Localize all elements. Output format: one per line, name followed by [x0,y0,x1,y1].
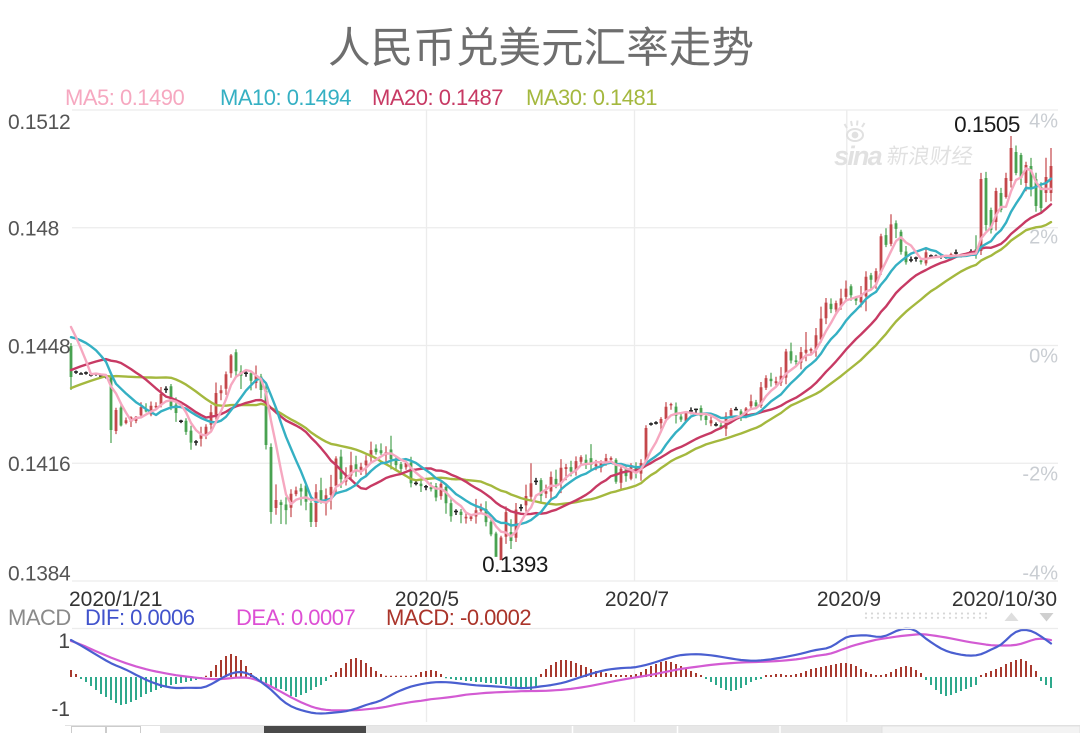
svg-text:1: 1 [58,630,70,653]
svg-text:0.148: 0.148 [8,218,59,241]
svg-text:2020/7: 2020/7 [605,588,669,611]
svg-text:4%: 4% [1029,111,1058,133]
svg-text:0.1448: 0.1448 [8,336,70,359]
svg-text:2020/5: 2020/5 [395,588,459,611]
svg-text:2020/10/30: 2020/10/30 [952,588,1057,611]
svg-text:0.1393: 0.1393 [482,552,548,577]
svg-text:MA30: 0.1481: MA30: 0.1481 [526,85,657,110]
svg-text:-2%: -2% [1022,464,1058,486]
svg-text:MA10: 0.1494: MA10: 0.1494 [220,85,351,110]
svg-text:DEA: 0.0007: DEA: 0.0007 [236,605,356,630]
svg-text:MA5: 0.1490: MA5: 0.1490 [65,85,185,110]
svg-text:MA20: 0.1487: MA20: 0.1487 [372,85,503,110]
svg-text:sina: sina [834,141,883,171]
svg-text:2020/1/21: 2020/1/21 [69,588,162,611]
svg-text:2020/9: 2020/9 [817,588,881,611]
svg-text:0.1512: 0.1512 [8,111,70,134]
svg-text:0.1416: 0.1416 [8,453,70,476]
svg-text:MACD: MACD [8,605,71,630]
svg-text:MACD: -0.0002: MACD: -0.0002 [386,605,531,630]
svg-text:0.1384: 0.1384 [8,563,71,586]
svg-text:DIF: 0.0006: DIF: 0.0006 [85,605,195,630]
svg-text:-4%: -4% [1022,563,1058,585]
svg-text:2%: 2% [1029,227,1058,249]
svg-text:0%: 0% [1029,346,1058,368]
svg-text:-1: -1 [51,698,70,721]
svg-text:0.1505: 0.1505 [954,112,1020,137]
